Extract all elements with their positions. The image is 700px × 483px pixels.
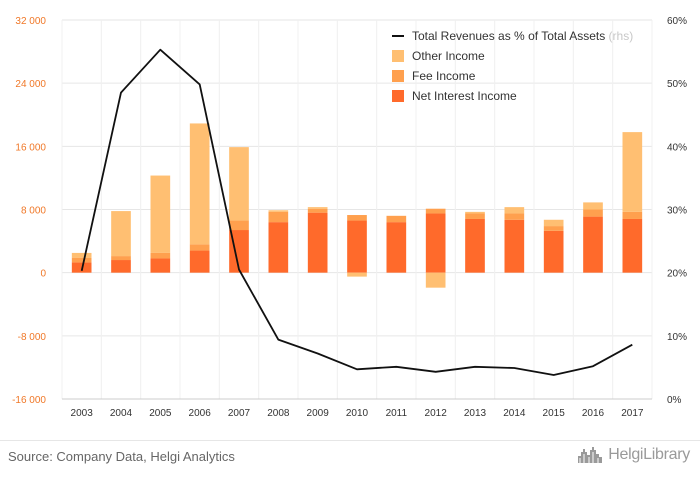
y-right-tick-label: 50% [667, 79, 687, 90]
bar-fee-income [504, 213, 525, 220]
bar-net-interest-income [622, 218, 643, 273]
x-tick-label: 2005 [149, 408, 172, 419]
legend-label: Fee Income [412, 69, 476, 83]
bar-fee-income [583, 209, 603, 217]
x-tick-label: 2012 [425, 408, 448, 419]
bar-fee-income [543, 226, 564, 231]
bar-net-interest-income [504, 219, 525, 273]
bar-fee-income [268, 211, 289, 223]
x-tick-label: 2017 [621, 408, 644, 419]
bar-fee-income [425, 208, 446, 214]
y-right-tick-label: 20% [667, 269, 687, 280]
bar-other-income [229, 147, 249, 221]
bar-fee-income [465, 213, 485, 219]
bar-fee-income [347, 215, 367, 221]
chart: 32 000 24 000 16 000 8 000 0 -8 000 -16 000 60%… [12, 16, 687, 419]
bar-other-income [622, 132, 643, 212]
axes: 32 000 24 000 16 000 8 000 0 -8 000 -16 000 60%… [12, 16, 687, 419]
bar-other-income [583, 202, 603, 210]
bar-fee-income [71, 257, 92, 263]
y-right-tick-label: 0% [667, 395, 682, 406]
bar-fee-income [307, 208, 328, 213]
bar-net-interest-income [543, 230, 564, 273]
x-tick-label: 2015 [543, 408, 566, 419]
bar-fee-income [150, 252, 171, 259]
bar-other-income [307, 207, 328, 209]
bar-other-income [268, 210, 289, 212]
legend-label: Net Interest Income [412, 89, 517, 103]
bar-fee-income [229, 220, 249, 231]
bar-other-income [465, 211, 485, 214]
y-left-tick-label: 8 000 [21, 206, 46, 217]
bar-fee-income [622, 211, 643, 219]
legend-label: Other Income [412, 49, 485, 63]
x-tick-label: 2004 [110, 408, 133, 419]
bar-other-income [111, 211, 131, 257]
x-tick-label: 2016 [582, 408, 605, 419]
bar-other-income [425, 272, 446, 288]
legend-swatch [392, 70, 404, 82]
bar-net-interest-income [268, 222, 289, 273]
y-right-tick-label: 60% [667, 16, 687, 27]
bar-fee-income [189, 244, 210, 251]
bar-net-interest-income [111, 260, 131, 273]
x-tick-label: 2006 [189, 408, 212, 419]
y-right-tick-label: 10% [667, 332, 687, 343]
legend-label: Total Revenues as % of Total Assets (rhs… [412, 29, 633, 43]
x-tick-label: 2010 [346, 408, 369, 419]
bar-other-income [504, 207, 525, 214]
bar-other-income [71, 252, 92, 258]
line-total-revenues-pct [80, 48, 633, 376]
legend-swatch [392, 90, 404, 102]
bar-net-interest-income [347, 220, 367, 273]
x-tick-label: 2008 [267, 408, 290, 419]
bar-other-income [189, 123, 210, 245]
x-tick-label: 2003 [71, 408, 94, 419]
source-note: Source: Company Data, Helgi Analytics [8, 449, 235, 464]
y-left-tick-label: 24 000 [15, 79, 46, 90]
bar-net-interest-income [465, 218, 485, 273]
bar-net-interest-income [425, 213, 446, 273]
x-tick-label: 2014 [503, 408, 526, 419]
bar-net-interest-income [307, 212, 328, 273]
x-tick-label: 2009 [307, 408, 330, 419]
brand-name: HelgiLibrary [608, 446, 690, 463]
bar-other-income [347, 272, 367, 277]
bar-other-income [543, 219, 564, 227]
bar-net-interest-income [189, 250, 210, 273]
bar-net-interest-income [386, 222, 407, 273]
x-tick-label: 2007 [228, 408, 251, 419]
footer-divider [0, 440, 700, 441]
y-right-tick-label: 40% [667, 142, 687, 153]
legend: Total Revenues as % of Total Assets (rhs… [392, 29, 633, 103]
y-left-tick-label: 32 000 [15, 16, 46, 27]
bar-net-interest-income [229, 230, 249, 273]
y-left-tick-label: -8 000 [18, 332, 47, 343]
y-left-tick-label: 16 000 [15, 142, 46, 153]
bar-other-income [150, 175, 171, 253]
y-right-tick-label: 30% [667, 206, 687, 217]
helgi-skyline-icon [578, 447, 603, 463]
x-tick-label: 2011 [386, 408, 408, 419]
bars [71, 123, 643, 288]
bar-fee-income [111, 256, 131, 261]
x-tick-label: 2013 [464, 408, 487, 419]
bar-net-interest-income [150, 258, 171, 273]
grid-lines [61, 19, 653, 400]
revenue-ratio-line [80, 48, 633, 376]
y-left-tick-label: -16 000 [12, 395, 46, 406]
bar-fee-income [386, 215, 407, 223]
bar-net-interest-income [583, 216, 603, 273]
y-left-tick-label: 0 [40, 269, 46, 280]
legend-swatch [392, 50, 404, 62]
brand: HelgiLibrary [577, 446, 690, 464]
